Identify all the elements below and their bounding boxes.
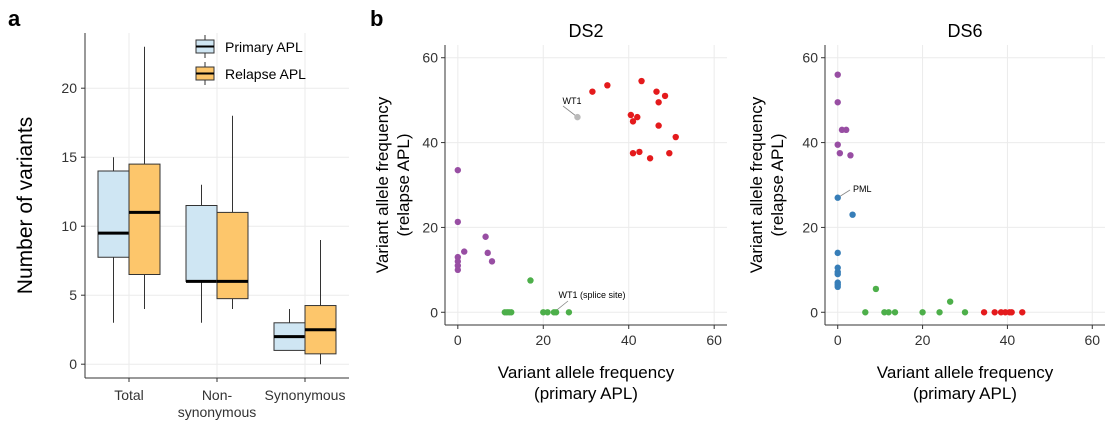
data-point — [847, 152, 854, 159]
data-point — [834, 194, 841, 201]
data-point — [604, 82, 611, 89]
data-point — [627, 111, 635, 119]
x-tick-label: 20 — [915, 332, 931, 348]
data-point — [834, 249, 841, 257]
data-point — [565, 309, 573, 316]
box — [128, 163, 161, 276]
data-point — [849, 211, 856, 218]
panel-letter-a: a — [8, 6, 21, 31]
box — [216, 211, 249, 300]
scatter-chart-ds2: 0 20 40 60 0 20 40 60 DS2 Variant allele frequenc… — [373, 21, 727, 403]
data-point — [980, 309, 988, 316]
y-axis-label: Variant allele frequency (relapse APL) — [747, 96, 787, 273]
data-point — [1019, 309, 1026, 316]
data-point — [634, 113, 641, 121]
data-point — [872, 285, 880, 293]
y-axis-label: Variant allele frequency (relapse APL) — [373, 96, 413, 273]
data-point — [638, 77, 645, 85]
data-point — [527, 277, 534, 284]
x-tick-label: Synonymous — [265, 387, 346, 403]
x-tick-label: 0 — [454, 332, 462, 348]
data-point — [1008, 309, 1015, 316]
data-point — [544, 309, 551, 316]
annotation-label: WT1 (splice site) — [558, 290, 625, 300]
y-tick-label: 0 — [810, 304, 818, 320]
y-tick-label: 60 — [802, 50, 818, 66]
data-point — [629, 118, 637, 125]
x-tick-label: 20 — [535, 332, 551, 348]
box — [97, 170, 130, 258]
data-point — [672, 133, 679, 141]
data-point — [843, 126, 850, 134]
data-point — [946, 298, 954, 305]
y-tick-label: 10 — [61, 218, 77, 234]
data-point — [836, 149, 844, 157]
box — [185, 205, 218, 282]
data-point — [991, 309, 998, 316]
x-tick-label: 40 — [1000, 332, 1016, 348]
data-point — [936, 309, 943, 316]
y-axis-label: Number of variants — [14, 117, 37, 294]
data-point — [834, 141, 841, 148]
data-point — [454, 266, 462, 274]
y-tick-label: 40 — [422, 135, 438, 151]
data-point — [589, 88, 596, 95]
data-point — [461, 248, 468, 255]
x-tick-label: 60 — [706, 332, 722, 348]
y-tick-label: 0 — [69, 356, 77, 372]
data-point — [454, 218, 462, 226]
data-point — [508, 309, 515, 316]
data-point — [661, 92, 669, 100]
data-point — [629, 149, 637, 157]
chart-title: DS2 — [568, 21, 603, 41]
y-tick-label: 0 — [430, 304, 438, 320]
data-point — [885, 309, 892, 316]
data-point — [552, 309, 560, 316]
x-axis-label: Variant allele frequency (primary APL) — [877, 363, 1054, 403]
data-point — [834, 270, 841, 278]
data-point — [862, 309, 869, 316]
data-point — [834, 71, 841, 78]
data-point — [488, 258, 496, 265]
x-tick-label: 60 — [1084, 332, 1100, 348]
boxplot-chart: 0 5 10 15 20 Total Non-synonymous Synonymous Num… — [14, 33, 349, 420]
data-point — [655, 99, 662, 106]
y-tick-label: 60 — [422, 50, 438, 66]
annotation-label: PML — [853, 184, 872, 194]
data-point — [653, 88, 660, 95]
x-tick-label: Non-synonymous — [178, 387, 257, 420]
y-tick-label: 5 — [69, 287, 77, 303]
data-point — [834, 99, 841, 106]
data-point — [961, 309, 969, 316]
x-tick-label: Total — [114, 387, 144, 403]
panel-letter-b: b — [370, 6, 383, 31]
data-point — [454, 166, 462, 174]
legend-label: Relapse APL — [225, 66, 306, 82]
chart-title: DS6 — [947, 21, 982, 41]
y-tick-label: 20 — [802, 219, 818, 235]
data-point — [636, 148, 643, 156]
data-point — [891, 309, 899, 316]
x-axis-label: Variant allele frequency (primary APL) — [498, 363, 675, 403]
scatter-chart-ds6: 0 20 40 60 0 20 40 60 DS6 Variant allele frequenc… — [747, 21, 1105, 403]
y-tick-label: 15 — [61, 149, 77, 165]
y-tick-label: 20 — [422, 219, 438, 235]
data-point — [484, 249, 491, 257]
legend-label: Primary APL — [225, 39, 303, 55]
x-tick-label: 0 — [834, 332, 842, 348]
x-tick-label: 40 — [621, 332, 637, 348]
data-point — [482, 233, 489, 240]
data-point — [655, 122, 662, 129]
y-tick-label: 20 — [61, 80, 77, 96]
annotation-label: WT1 — [563, 96, 582, 106]
data-point — [666, 149, 673, 157]
y-tick-label: 40 — [802, 135, 818, 151]
data-point — [834, 283, 841, 291]
data-point — [574, 113, 581, 121]
data-point — [919, 309, 926, 316]
data-point — [646, 155, 654, 162]
